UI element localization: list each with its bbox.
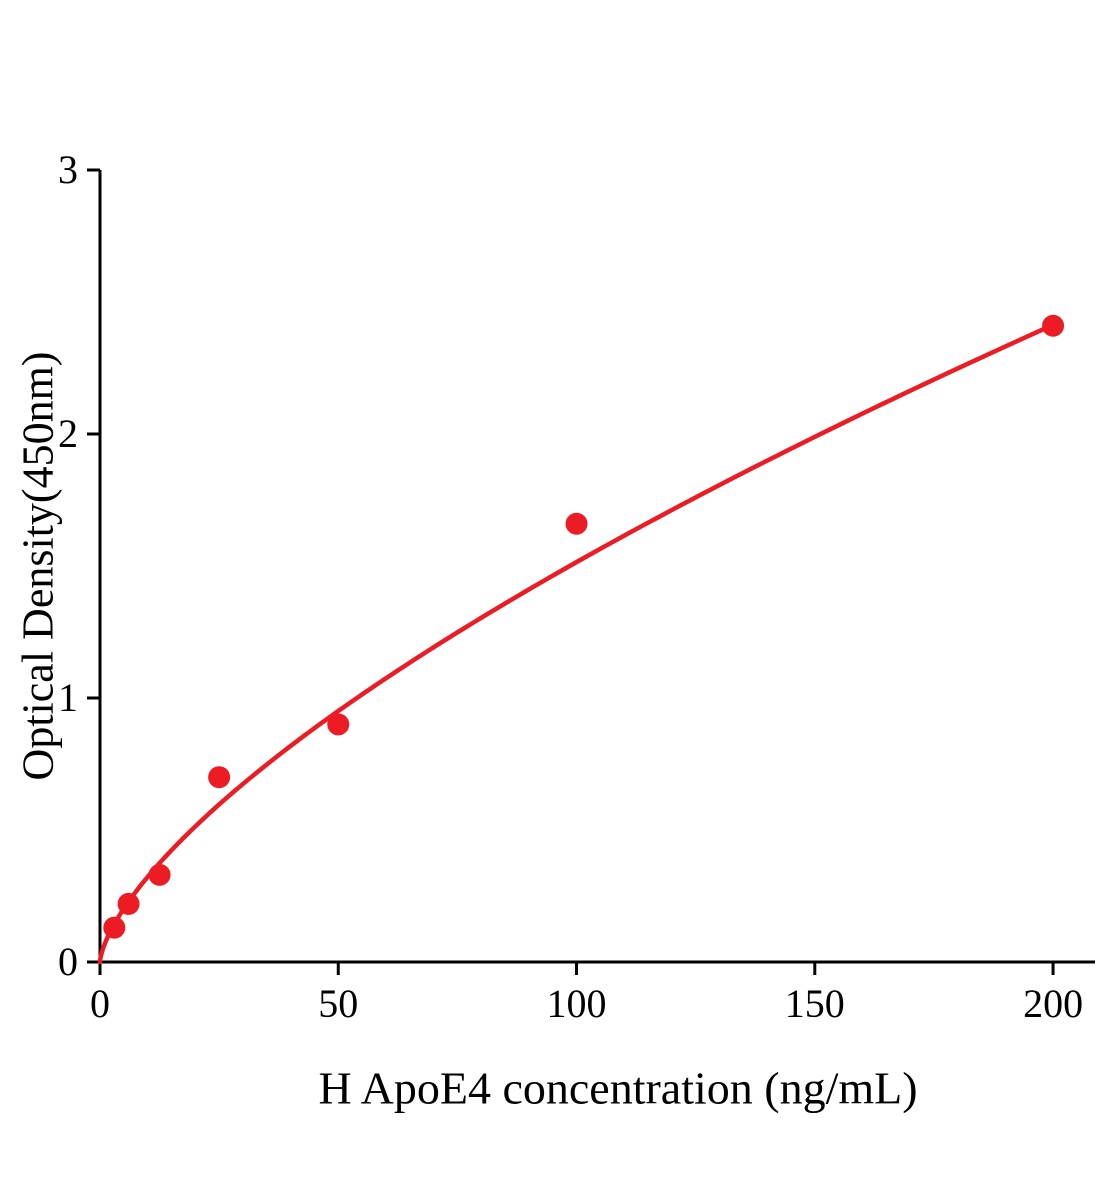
y-tick-label: 1 [58, 675, 78, 720]
x-tick-label: 200 [1023, 981, 1083, 1026]
data-point [103, 916, 126, 939]
data-point [1042, 314, 1065, 337]
y-tick-label: 2 [58, 411, 78, 456]
y-tick-label: 3 [58, 147, 78, 192]
x-tick-label: 0 [90, 981, 110, 1026]
data-point [565, 512, 588, 535]
data-point [208, 766, 231, 789]
data-point [117, 892, 140, 915]
y-axis-label: Optical Density(450nm) [13, 351, 63, 781]
x-tick-label: 150 [785, 981, 845, 1026]
data-point [148, 863, 171, 886]
fit-curve [97, 322, 1056, 965]
x-tick-label: 50 [318, 981, 358, 1026]
x-tick-label: 100 [547, 981, 607, 1026]
axes [98, 170, 1095, 964]
y-tick-label: 0 [58, 939, 78, 984]
x-axis-label: H ApoE4 concentration (ng/mL) [318, 1062, 918, 1114]
data-point [327, 713, 350, 736]
